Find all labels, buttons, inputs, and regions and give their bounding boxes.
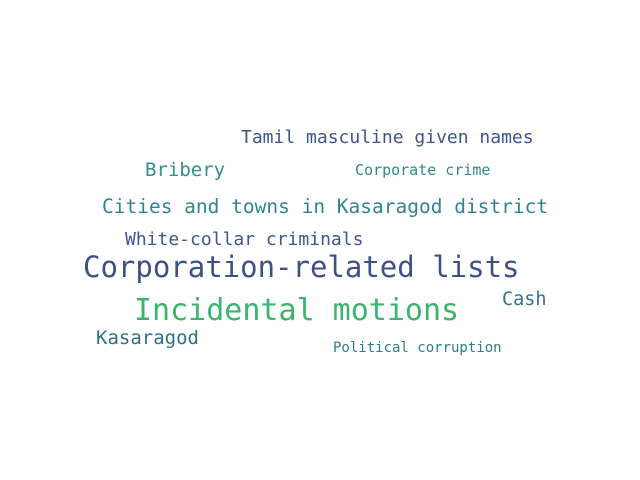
word-incidental-motions: Incidental motions [134,293,460,328]
word-cash: Cash [502,289,547,310]
word-corporation-related-lists: Corporation-related lists [83,250,520,284]
word-cities-and-towns-in-kasaragod-district: Cities and towns in Kasaragod district [102,195,549,218]
word-bribery: Bribery [145,159,226,181]
word-white-collar-criminals: White-collar criminals [125,229,364,250]
word-corporate-crime: Corporate crime [355,161,491,179]
word-kasaragod: Kasaragod [96,327,199,349]
word-political-corruption: Political corruption [333,340,502,356]
word-tamil-masculine-given-names: Tamil masculine given names [241,127,534,148]
